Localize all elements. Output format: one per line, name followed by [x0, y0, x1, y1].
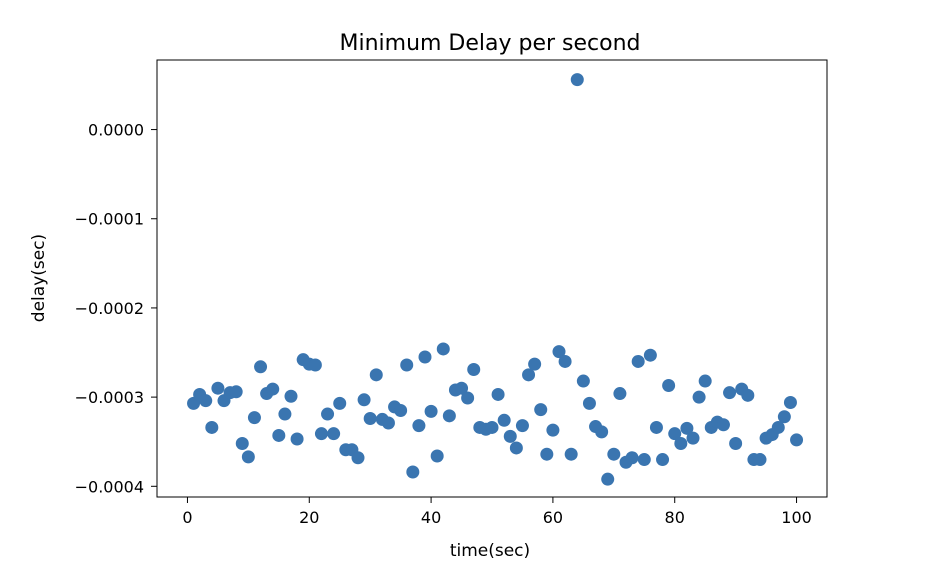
- data-point-77: [649, 420, 663, 434]
- data-point-98: [777, 410, 791, 424]
- data-point-64: [570, 73, 584, 87]
- plot-frame: [156, 59, 828, 498]
- data-point-85: [698, 374, 712, 388]
- y-tick-label: −0.0001: [75, 210, 144, 229]
- y-tick-label: −0.0004: [75, 477, 144, 496]
- data-point-73: [625, 451, 639, 465]
- data-point-60: [546, 423, 560, 437]
- data-point-78: [656, 453, 670, 467]
- points-layer: [187, 73, 804, 486]
- data-point-69: [601, 472, 615, 486]
- data-point-83: [686, 431, 700, 445]
- data-point-63: [564, 447, 578, 461]
- data-point-9: [235, 436, 249, 450]
- data-point-29: [357, 393, 371, 407]
- x-axis-ticks: 0 20 40 60 80 100: [182, 497, 812, 527]
- data-point-88: [716, 418, 730, 432]
- data-point-35: [394, 403, 408, 417]
- x-tick-label: 100: [781, 508, 812, 527]
- data-point-59: [540, 447, 554, 461]
- data-point-41: [430, 449, 444, 463]
- y-tick-label: −0.0002: [75, 299, 144, 318]
- data-point-16: [278, 407, 292, 421]
- data-point-14: [266, 382, 280, 396]
- data-point-82: [680, 421, 694, 435]
- data-point-52: [497, 413, 511, 427]
- data-point-50: [485, 420, 499, 434]
- y-tick-label: 0.0000: [88, 121, 144, 140]
- data-point-36: [400, 358, 414, 372]
- data-point-11: [247, 411, 261, 425]
- data-point-10: [241, 450, 255, 464]
- data-point-80: [668, 427, 682, 441]
- data-point-74: [631, 354, 645, 368]
- x-tick-label: 0: [182, 508, 192, 527]
- y-axis-ticks: 0.0000 −0.0001 −0.0002 −0.0003 −0.0004: [75, 121, 157, 496]
- data-point-8: [229, 385, 243, 399]
- data-point-56: [522, 368, 536, 382]
- data-point-37: [406, 465, 420, 479]
- data-point-94: [753, 453, 767, 467]
- data-point-68: [595, 425, 609, 439]
- data-point-21: [308, 358, 322, 372]
- data-point-99: [783, 395, 797, 409]
- x-axis-label: time(sec): [450, 541, 530, 561]
- data-point-31: [369, 368, 383, 382]
- y-tick-label: −0.0003: [75, 388, 144, 407]
- data-point-15: [272, 428, 286, 442]
- data-point-55: [515, 419, 529, 433]
- data-point-90: [729, 436, 743, 450]
- data-point-54: [509, 441, 523, 455]
- data-point-23: [321, 407, 335, 421]
- data-point-84: [692, 390, 706, 404]
- data-point-57: [528, 357, 542, 371]
- data-point-38: [412, 419, 426, 433]
- data-point-61: [552, 345, 566, 359]
- data-point-51: [491, 387, 505, 401]
- data-point-97: [771, 420, 785, 434]
- data-point-76: [643, 348, 657, 362]
- data-point-89: [723, 386, 737, 400]
- x-tick-label: 80: [665, 508, 685, 527]
- data-point-81: [674, 436, 688, 450]
- data-point-47: [467, 362, 481, 376]
- data-point-58: [534, 403, 548, 417]
- chart-title: Minimum Delay per second: [339, 31, 640, 56]
- data-point-46: [461, 391, 475, 405]
- x-tick-label: 60: [543, 508, 563, 527]
- data-point-33: [381, 416, 395, 430]
- y-axis-label: delay(sec): [29, 234, 49, 322]
- data-point-92: [741, 388, 755, 402]
- data-point-22: [314, 427, 328, 441]
- data-point-40: [424, 404, 438, 418]
- data-point-18: [290, 432, 304, 446]
- x-tick-label: 40: [421, 508, 441, 527]
- data-point-5: [211, 381, 225, 395]
- data-point-75: [637, 453, 651, 467]
- data-point-24: [327, 427, 341, 441]
- x-tick-label: 20: [299, 508, 319, 527]
- data-point-79: [662, 379, 676, 393]
- data-point-28: [351, 451, 365, 465]
- data-point-4: [205, 420, 219, 434]
- data-point-3: [199, 394, 213, 408]
- data-point-45: [455, 381, 469, 395]
- data-point-66: [582, 396, 596, 410]
- data-point-62: [558, 354, 572, 368]
- data-point-53: [503, 429, 517, 443]
- data-point-39: [418, 350, 432, 364]
- data-point-71: [613, 387, 627, 401]
- data-point-12: [254, 360, 268, 374]
- data-point-43: [442, 409, 456, 423]
- data-point-100: [790, 433, 804, 447]
- data-point-42: [436, 342, 450, 356]
- data-point-25: [333, 396, 347, 410]
- data-point-65: [576, 374, 590, 388]
- data-point-30: [363, 412, 377, 426]
- data-point-70: [607, 447, 621, 461]
- data-point-17: [284, 389, 298, 403]
